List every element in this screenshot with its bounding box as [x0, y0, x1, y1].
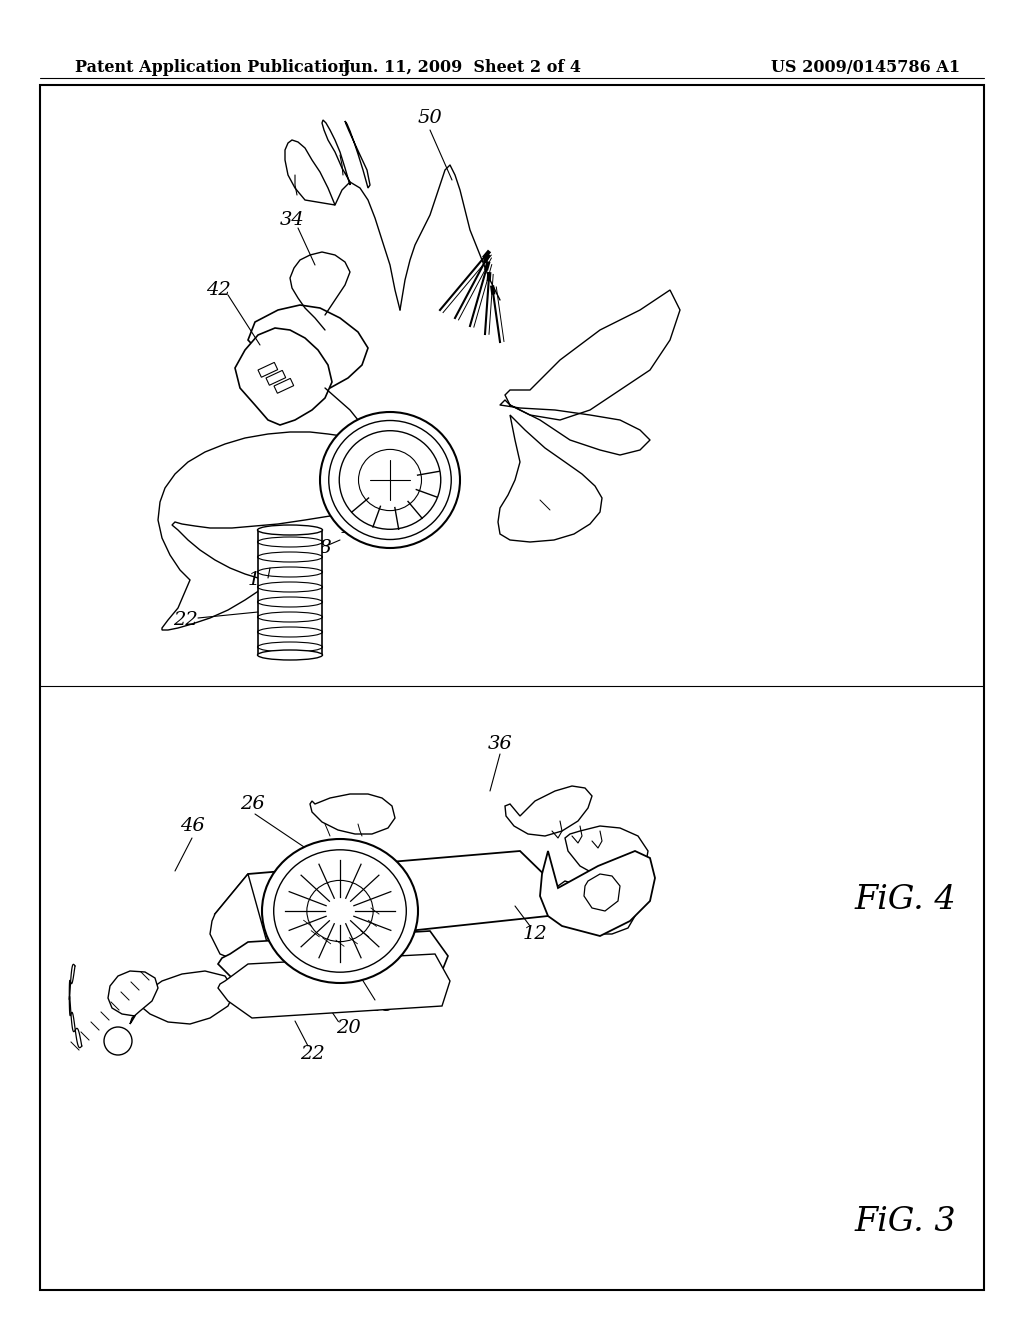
Ellipse shape	[307, 880, 373, 941]
Text: 26: 26	[240, 795, 264, 813]
Polygon shape	[218, 954, 450, 1018]
Ellipse shape	[319, 412, 460, 548]
Polygon shape	[210, 874, 268, 966]
Ellipse shape	[104, 1027, 132, 1055]
Polygon shape	[550, 880, 635, 935]
Bar	[274, 379, 294, 393]
Ellipse shape	[329, 421, 452, 540]
Text: US 2009/0145786 A1: US 2009/0145786 A1	[771, 59, 961, 77]
Text: Patent Application Publication: Patent Application Publication	[75, 59, 350, 77]
Polygon shape	[505, 290, 680, 420]
Polygon shape	[215, 851, 558, 946]
Bar	[258, 363, 278, 378]
Text: 20: 20	[336, 1019, 360, 1038]
Polygon shape	[505, 785, 592, 836]
Ellipse shape	[262, 840, 418, 983]
Text: 18: 18	[248, 572, 272, 589]
Ellipse shape	[339, 430, 440, 529]
Text: 12: 12	[340, 519, 365, 537]
Polygon shape	[285, 140, 335, 205]
Text: 46: 46	[179, 817, 205, 836]
Polygon shape	[234, 327, 332, 425]
Text: 37: 37	[389, 479, 415, 498]
Polygon shape	[248, 305, 368, 389]
Polygon shape	[540, 851, 655, 936]
Polygon shape	[498, 414, 602, 543]
Bar	[266, 371, 286, 385]
Polygon shape	[258, 531, 322, 655]
Text: 50: 50	[418, 110, 442, 127]
Ellipse shape	[273, 850, 407, 973]
Text: 48: 48	[410, 459, 434, 477]
Text: FiG. 3: FiG. 3	[855, 1206, 956, 1238]
Text: 22: 22	[173, 611, 198, 630]
Polygon shape	[322, 120, 350, 185]
Text: 12: 12	[522, 925, 548, 942]
Text: 34: 34	[280, 211, 304, 228]
Text: Jun. 11, 2009  Sheet 2 of 4: Jun. 11, 2009 Sheet 2 of 4	[342, 59, 582, 77]
Text: 36: 36	[487, 735, 512, 752]
Text: 22: 22	[300, 1045, 325, 1063]
Polygon shape	[132, 972, 234, 1024]
Text: FiG. 4: FiG. 4	[855, 884, 956, 916]
Polygon shape	[345, 121, 370, 187]
Text: 18: 18	[370, 997, 394, 1015]
Polygon shape	[108, 972, 158, 1024]
Ellipse shape	[257, 649, 323, 660]
Polygon shape	[584, 874, 620, 911]
Polygon shape	[218, 931, 449, 994]
Polygon shape	[310, 795, 395, 834]
Text: 38: 38	[307, 539, 333, 557]
Polygon shape	[158, 432, 420, 630]
Ellipse shape	[257, 525, 323, 535]
Polygon shape	[565, 826, 648, 880]
Text: 36: 36	[366, 499, 390, 517]
Text: 42: 42	[206, 281, 230, 300]
Ellipse shape	[358, 449, 422, 511]
